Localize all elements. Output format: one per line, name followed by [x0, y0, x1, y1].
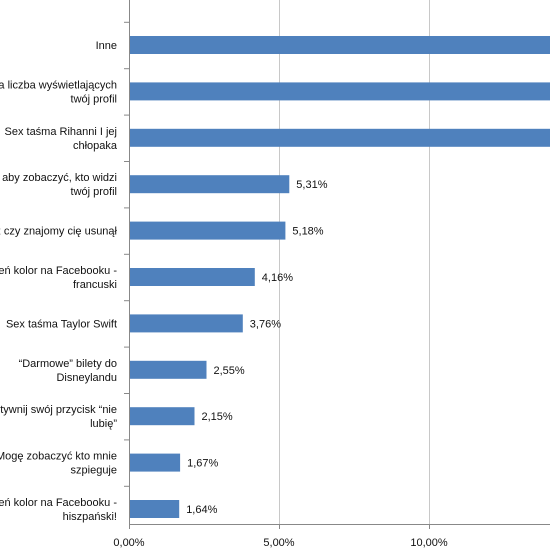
category-labels: Inne a liczba wyświetlających twój profil S… [0, 40, 118, 523]
category-label: Sex taśma Taylor Swift [6, 318, 117, 330]
bar [130, 268, 255, 286]
x-tick-label: 10,00% [410, 537, 448, 549]
bar [130, 82, 550, 101]
category-label: a liczba wyświetlających twój profil [0, 79, 117, 105]
data-label: 2,15% [202, 411, 233, 423]
x-tick-label: 5,00% [263, 537, 294, 549]
bar [130, 221, 286, 240]
data-label: 3,76% [250, 318, 281, 330]
data-label: 1,64% [186, 504, 217, 516]
bar [130, 128, 550, 147]
category-label: ż czy znajomy cię usunął [0, 226, 118, 238]
data-label: 5,31% [296, 179, 327, 191]
bar [130, 407, 195, 426]
category-label: eń kolor na Facebooku -francuski [0, 265, 117, 291]
bar [130, 175, 290, 194]
bar [130, 500, 180, 518]
bars [130, 36, 550, 518]
data-labels: 5,31% 5,18% 4,16% 3,76% 2,55% 2,15% 1,67% 1,64% [186, 179, 328, 516]
category-label: aby zobaczyć, kto widzi twój profil [2, 172, 117, 198]
category-label: eń kolor na Facebooku -hiszpański! [0, 497, 117, 523]
category-label: Sex taśma Rihanni I jej chłopaka [5, 126, 118, 152]
category-label: “Darmowe” bilety do Disneylandu [19, 358, 117, 384]
data-label: 5,18% [292, 226, 323, 238]
bar [130, 314, 243, 333]
data-label: 1,67% [187, 458, 218, 470]
axes [124, 0, 550, 529]
gridlines [279, 0, 430, 524]
x-tick-label: 0,00% [113, 537, 144, 549]
category-label: tywnij swój przycisk “nie lubię” [0, 404, 117, 430]
bar [130, 36, 550, 54]
x-tick-labels: 0,00% 5,00% 10,00% [113, 537, 447, 549]
bar [130, 453, 181, 472]
category-label: Inne [96, 40, 117, 52]
category-label: Mogę zobaczyć kto mnie szpieguje [0, 451, 117, 477]
data-label: 4,16% [262, 272, 293, 284]
bar [130, 360, 207, 379]
data-label: 2,55% [214, 365, 245, 377]
